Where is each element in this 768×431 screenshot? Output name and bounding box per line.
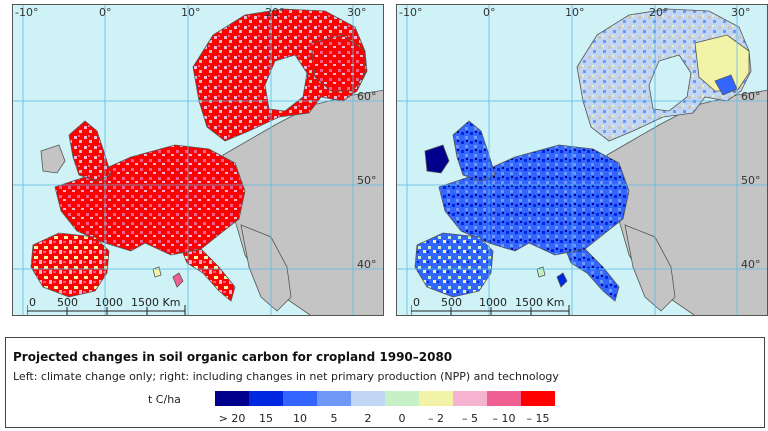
scale-bar	[411, 305, 570, 315]
landmass	[414, 8, 767, 315]
lat-label-60: 60°	[357, 90, 377, 103]
scale-label-0: 0	[413, 296, 420, 309]
legend-swatches	[215, 391, 555, 406]
scale-label-1500: 1500 Km	[515, 296, 565, 309]
lat-label-50: 50°	[357, 174, 377, 187]
legend-tick-label: – 10	[492, 412, 516, 425]
legend-swatch	[283, 391, 317, 406]
legend-swatch	[351, 391, 385, 406]
legend-swatch	[487, 391, 521, 406]
legend-tick-label: 0	[398, 412, 406, 425]
graticule	[13, 5, 383, 315]
scale-label-500: 500	[57, 296, 78, 309]
lon-label-10: 10°	[181, 6, 201, 19]
lon-label-30: 30°	[731, 6, 751, 19]
legend-tick-label: 15	[259, 412, 273, 425]
scale-label-1500: 1500 Km	[131, 296, 181, 309]
legend-tick-label: – 15	[526, 412, 550, 425]
lat-label-40: 40°	[357, 258, 377, 271]
lat-label-50: 50°	[741, 174, 761, 187]
legend-tick-label: 2	[364, 412, 372, 425]
scale-label-0: 0	[29, 296, 36, 309]
legend-tick-label: – 2	[428, 412, 444, 425]
legend-subtitle: Left: climate change only; right: includ…	[13, 370, 559, 383]
legend-tick-label: 10	[293, 412, 307, 425]
legend-tick-labels: > 20 15 10 5 2 0 – 2 – 5 – 10 – 15	[215, 412, 715, 426]
map-right-svg	[397, 5, 767, 315]
legend-swatch	[249, 391, 283, 406]
legend-swatch	[215, 391, 249, 406]
map-left-climate-only: -10° 0° 10° 20° 30° 60° 50° 40° 0 500 10…	[12, 4, 384, 316]
scale-label-1000: 1000	[479, 296, 507, 309]
legend-swatch	[317, 391, 351, 406]
lat-label-60: 60°	[741, 90, 761, 103]
legend-unit: t C/ha	[148, 393, 181, 406]
scale-bar	[27, 305, 186, 315]
lat-label-40: 40°	[741, 258, 761, 271]
legend-swatch	[419, 391, 453, 406]
lon-label-10: 10°	[565, 6, 585, 19]
lon-label-0: 0°	[99, 6, 112, 19]
lon-label-minus10: -10°	[399, 6, 423, 19]
scale-label-1000: 1000	[95, 296, 123, 309]
lon-label-0: 0°	[483, 6, 496, 19]
lon-label-minus10: -10°	[15, 6, 39, 19]
legend-tick-label: 5	[330, 412, 338, 425]
lon-label-20: 20°	[649, 6, 669, 19]
legend-swatch	[385, 391, 419, 406]
lon-label-30: 30°	[347, 6, 367, 19]
legend-swatch	[453, 391, 487, 406]
legend-title: Projected changes in soil organic carbon…	[13, 350, 453, 364]
scale-label-500: 500	[441, 296, 462, 309]
landmass	[30, 8, 383, 315]
legend-swatch	[521, 391, 555, 406]
legend: Projected changes in soil organic carbon…	[5, 337, 765, 428]
map-right-with-npp-technology: -10° 0° 10° 20° 30° 60° 50° 40° 0 500 10…	[396, 4, 768, 316]
lon-label-20: 20°	[265, 6, 285, 19]
legend-tick-label: – 5	[462, 412, 478, 425]
legend-tick-label: > 20	[218, 412, 246, 425]
graticule	[397, 5, 767, 315]
map-left-svg	[13, 5, 383, 315]
